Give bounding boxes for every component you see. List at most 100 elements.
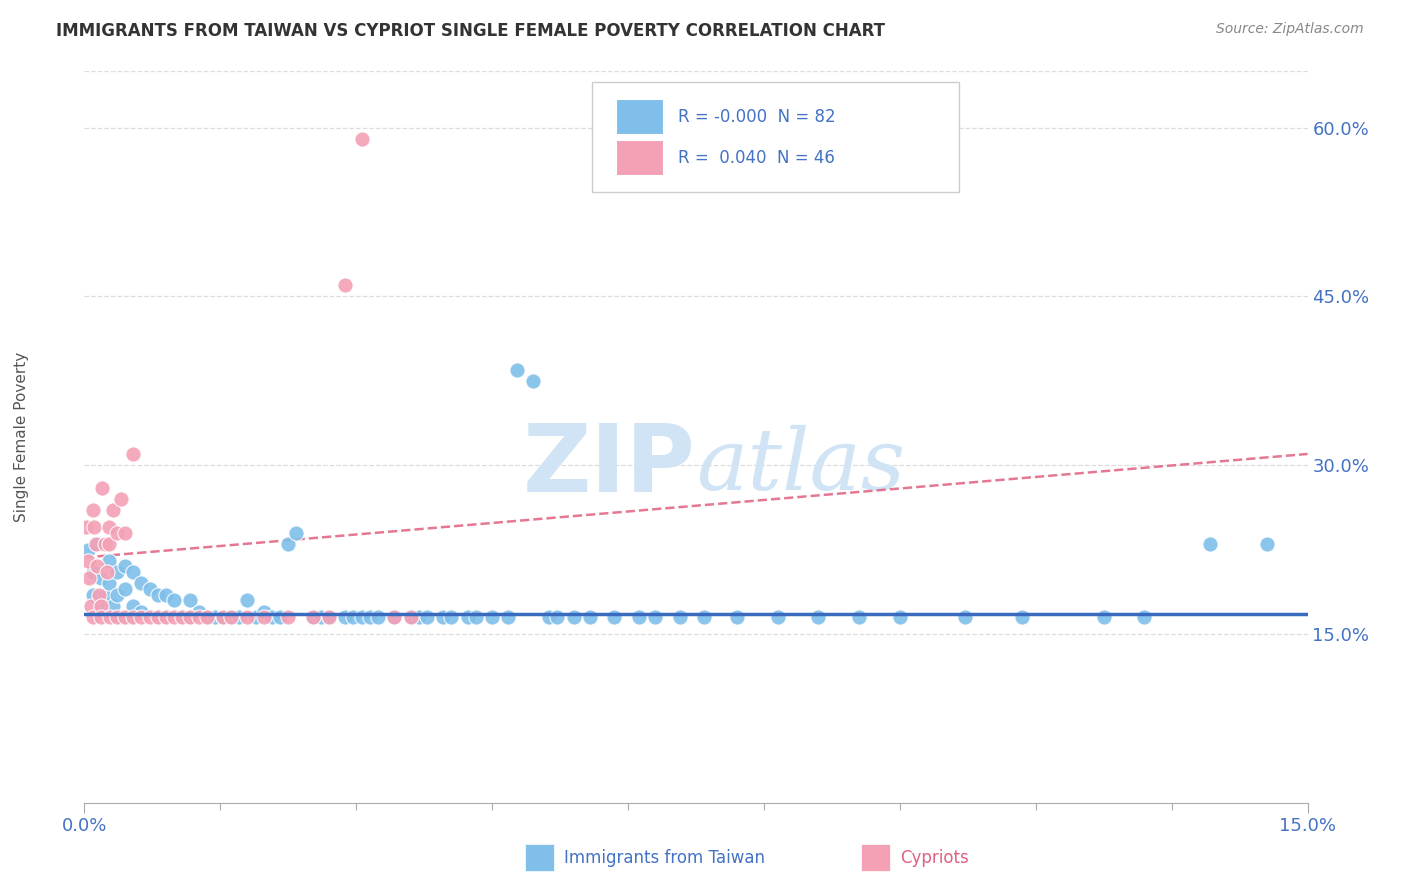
Point xyxy=(179,610,201,624)
Point xyxy=(627,610,650,624)
Point xyxy=(155,610,177,624)
Text: Source: ZipAtlas.com: Source: ZipAtlas.com xyxy=(1216,22,1364,37)
Point xyxy=(82,588,104,602)
Y-axis label: Single Female Poverty: Single Female Poverty xyxy=(14,352,28,522)
Point xyxy=(90,571,112,585)
Point xyxy=(399,610,422,624)
Point xyxy=(522,374,544,388)
Point xyxy=(889,610,911,624)
Point xyxy=(481,610,503,624)
Point xyxy=(131,610,153,624)
Point xyxy=(579,610,602,624)
Point xyxy=(101,599,124,613)
Point xyxy=(131,605,153,619)
Point xyxy=(80,599,103,613)
Point xyxy=(138,610,160,624)
Point xyxy=(146,610,169,624)
Point xyxy=(146,588,169,602)
Point xyxy=(848,610,870,624)
Point xyxy=(538,610,561,624)
Point xyxy=(498,610,520,624)
Point xyxy=(163,610,186,624)
Point xyxy=(350,610,373,624)
Point xyxy=(122,610,145,624)
Point xyxy=(77,571,100,585)
Point xyxy=(644,610,666,624)
Point xyxy=(668,610,690,624)
Point xyxy=(693,610,716,624)
Point xyxy=(90,599,112,613)
Point xyxy=(82,503,104,517)
Bar xyxy=(860,845,890,871)
Point xyxy=(432,610,454,624)
Bar xyxy=(616,140,664,175)
Point xyxy=(440,610,463,624)
Text: atlas: atlas xyxy=(696,425,905,508)
Point xyxy=(260,610,283,624)
Point xyxy=(114,525,136,540)
Point xyxy=(122,447,145,461)
Text: Cypriots: Cypriots xyxy=(900,848,969,867)
Point xyxy=(228,610,250,624)
Point xyxy=(212,610,235,624)
Point xyxy=(83,520,105,534)
Point xyxy=(101,503,124,517)
Point xyxy=(546,610,568,624)
Point xyxy=(505,362,527,376)
Point xyxy=(1092,610,1115,624)
Point xyxy=(87,588,110,602)
Point xyxy=(105,525,128,540)
Point xyxy=(245,610,267,624)
Point xyxy=(105,610,128,624)
Point xyxy=(277,537,299,551)
Point xyxy=(236,593,259,607)
Point xyxy=(277,610,299,624)
Point xyxy=(155,610,177,624)
Point xyxy=(318,610,340,624)
Point xyxy=(457,610,479,624)
Point xyxy=(318,610,340,624)
Point xyxy=(301,610,323,624)
Point xyxy=(301,610,323,624)
Point xyxy=(399,610,422,624)
Point xyxy=(77,542,100,557)
Point xyxy=(105,588,128,602)
Point xyxy=(359,610,381,624)
Point xyxy=(172,610,194,624)
Point xyxy=(93,588,115,602)
Point xyxy=(114,559,136,574)
Point xyxy=(122,599,145,613)
Point xyxy=(90,599,112,613)
Point xyxy=(416,610,439,624)
Point xyxy=(163,593,186,607)
Point xyxy=(100,610,122,624)
Bar xyxy=(524,845,554,871)
Point xyxy=(335,278,357,293)
Point xyxy=(146,610,169,624)
Point xyxy=(219,610,242,624)
Point xyxy=(367,610,389,624)
Text: R =  0.040  N = 46: R = 0.040 N = 46 xyxy=(678,149,835,167)
Point xyxy=(350,132,373,146)
Point xyxy=(408,610,430,624)
Text: Immigrants from Taiwan: Immigrants from Taiwan xyxy=(564,848,765,867)
Point xyxy=(110,610,132,624)
Point xyxy=(382,610,405,624)
Point xyxy=(1256,537,1278,551)
Point xyxy=(603,610,626,624)
Point xyxy=(766,610,789,624)
Point xyxy=(212,610,235,624)
Point xyxy=(464,610,486,624)
Point xyxy=(97,537,120,551)
Point xyxy=(725,610,748,624)
Point xyxy=(309,610,332,624)
Text: ZIP: ZIP xyxy=(523,420,696,512)
Point xyxy=(195,610,218,624)
Point xyxy=(91,481,114,495)
Point xyxy=(187,610,209,624)
Point xyxy=(90,610,112,624)
Point xyxy=(86,559,108,574)
Bar xyxy=(616,99,664,135)
Point xyxy=(1133,610,1156,624)
Point xyxy=(953,610,976,624)
